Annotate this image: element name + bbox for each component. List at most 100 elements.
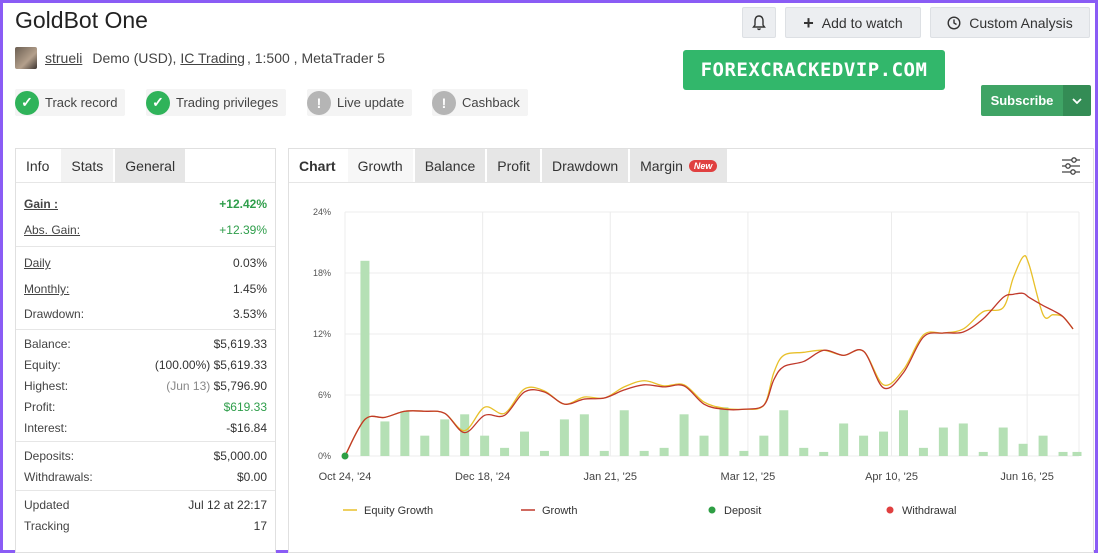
badge-live-update[interactable]: ! Live update	[307, 89, 413, 116]
growth-bar	[380, 421, 390, 456]
growth-bar	[619, 410, 629, 456]
tracking-row: Tracking 17	[16, 515, 275, 536]
badge-cashback[interactable]: ! Cashback	[432, 89, 528, 116]
daily-label[interactable]: Daily	[24, 256, 51, 270]
growth-bar	[1038, 435, 1048, 456]
account-details: , 1:500 , MetaTrader 5	[246, 50, 385, 66]
tracking-label: Tracking	[24, 518, 70, 533]
growth-bar	[938, 427, 948, 456]
legend-equity-growth-label: Equity Growth	[364, 505, 433, 517]
account-type: Demo (USD),	[92, 50, 177, 66]
broker-link[interactable]: IC Trading	[180, 50, 245, 66]
growth-bar	[679, 414, 689, 456]
promo-watermark: FOREXCRACKEDVIP.COM	[683, 50, 945, 90]
legend-growth-label: Growth	[542, 505, 577, 517]
interest-value: -$16.84	[226, 420, 267, 435]
check-icon: ✓	[15, 90, 39, 115]
growth-chart[interactable]: 24% 18% 12% 6% 0% Oct 24, '24 Dec 18, '24 Jan 2…	[289, 184, 1093, 552]
account-info: strueli Demo (USD), IC Trading , 1:500 ,…	[15, 47, 385, 69]
y-tick-label: 24%	[313, 207, 331, 217]
growth-bar	[779, 410, 789, 456]
equity-value: $5,619.33	[213, 357, 267, 372]
tab-stats[interactable]: Stats	[61, 149, 114, 182]
badge-track-record[interactable]: ✓ Track record	[15, 89, 126, 116]
clock-icon	[947, 15, 961, 30]
tab-margin[interactable]: Margin New	[630, 149, 728, 182]
tab-profit[interactable]: Profit	[487, 149, 540, 182]
avatar[interactable]	[15, 47, 37, 69]
growth-bar	[480, 435, 490, 456]
tab-growth[interactable]: Growth	[347, 149, 413, 182]
growth-bar	[520, 431, 530, 456]
growth-bar	[460, 414, 470, 456]
tab-drawdown[interactable]: Drawdown	[541, 149, 629, 182]
withdrawals-value: $0.00	[236, 469, 267, 484]
legend-deposit-label: Deposit	[724, 505, 761, 517]
legend-withdrawal-label: Withdrawal	[902, 505, 956, 517]
gain-label[interactable]: Gain :	[24, 197, 59, 211]
y-tick-label: 18%	[313, 268, 331, 278]
growth-bar	[360, 260, 370, 456]
legend-deposit-swatch	[708, 506, 716, 514]
growth-bar	[500, 447, 510, 456]
tab-info[interactable]: Info	[16, 149, 60, 182]
deposits-label: Deposits:	[24, 448, 75, 463]
equity-percent: (100.00%)	[154, 357, 211, 372]
y-tick-label: 0%	[318, 451, 331, 461]
legend-withdrawal-swatch	[886, 506, 894, 514]
withdrawals-label: Withdrawals:	[24, 469, 93, 484]
abs-gain-value: +12.39%	[219, 223, 267, 237]
y-tick-label: 12%	[313, 329, 331, 339]
profit-label: Profit:	[24, 399, 56, 414]
daily-value: 0.03%	[232, 256, 267, 270]
highest-label: Highest:	[24, 378, 69, 393]
username-link[interactable]: strueli	[45, 50, 83, 66]
growth-bar	[1018, 443, 1028, 456]
profit-row: Profit: $619.33	[16, 396, 275, 417]
chart-settings-icon[interactable]	[1061, 157, 1081, 175]
deposit-marker	[341, 452, 349, 460]
interest-row: Interest: -$16.84	[16, 417, 275, 438]
add-to-watch-button[interactable]: + Add to watch	[785, 7, 921, 38]
subscribe-button[interactable]: Subscribe	[981, 85, 1063, 116]
growth-bar	[958, 423, 968, 456]
badge-label: Track record	[45, 95, 118, 110]
chevron-down-icon[interactable]	[1063, 85, 1091, 116]
stats-tabs: Info Stats General	[16, 149, 275, 183]
x-tick-label: Dec 18, '24	[455, 471, 510, 483]
custom-analysis-button[interactable]: Custom Analysis	[930, 7, 1090, 38]
deposits-value: $5,000.00	[213, 448, 267, 463]
growth-bar	[978, 451, 988, 456]
growth-bar	[898, 410, 908, 456]
withdrawals-row: Withdrawals: $0.00	[16, 466, 275, 487]
tab-balance[interactable]: Balance	[414, 149, 486, 182]
highest-row: Highest: (Jun 13) $5,796.90	[16, 375, 275, 396]
growth-bar	[839, 423, 849, 456]
growth-bar	[918, 447, 928, 456]
x-tick-label: Jan 21, '25	[584, 471, 637, 483]
updated-row: Updated Jul 12 at 22:17	[16, 494, 275, 515]
growth-bar	[879, 431, 889, 456]
tracking-value: 17	[253, 518, 267, 533]
equity-label: Equity:	[24, 357, 61, 372]
monthly-label[interactable]: Monthly:	[24, 282, 70, 296]
x-tick-label: Apr 10, '25	[865, 471, 918, 483]
badge-trading-privileges[interactable]: ✓ Trading privileges	[146, 89, 287, 116]
growth-line	[344, 292, 1074, 457]
notify-button[interactable]	[742, 7, 776, 38]
growth-bar	[719, 407, 729, 456]
growth-bar	[859, 435, 869, 456]
growth-bar	[579, 414, 589, 456]
growth-bar	[998, 427, 1008, 456]
tab-general[interactable]: General	[115, 149, 186, 182]
drawdown-label: Drawdown:	[24, 307, 85, 321]
tab-chart: Chart	[289, 149, 346, 182]
growth-bar	[400, 411, 410, 456]
check-icon: ✓	[146, 90, 170, 115]
drawdown-row: Drawdown: 3.53%	[16, 302, 275, 326]
add-to-watch-label: Add to watch	[821, 14, 903, 31]
profit-value: $619.33	[223, 399, 267, 414]
balance-row: Balance: $5,619.33	[16, 333, 275, 354]
equity-row: Equity: (100.00%) $5,619.33	[16, 354, 275, 375]
abs-gain-label[interactable]: Abs. Gain:	[24, 223, 81, 237]
